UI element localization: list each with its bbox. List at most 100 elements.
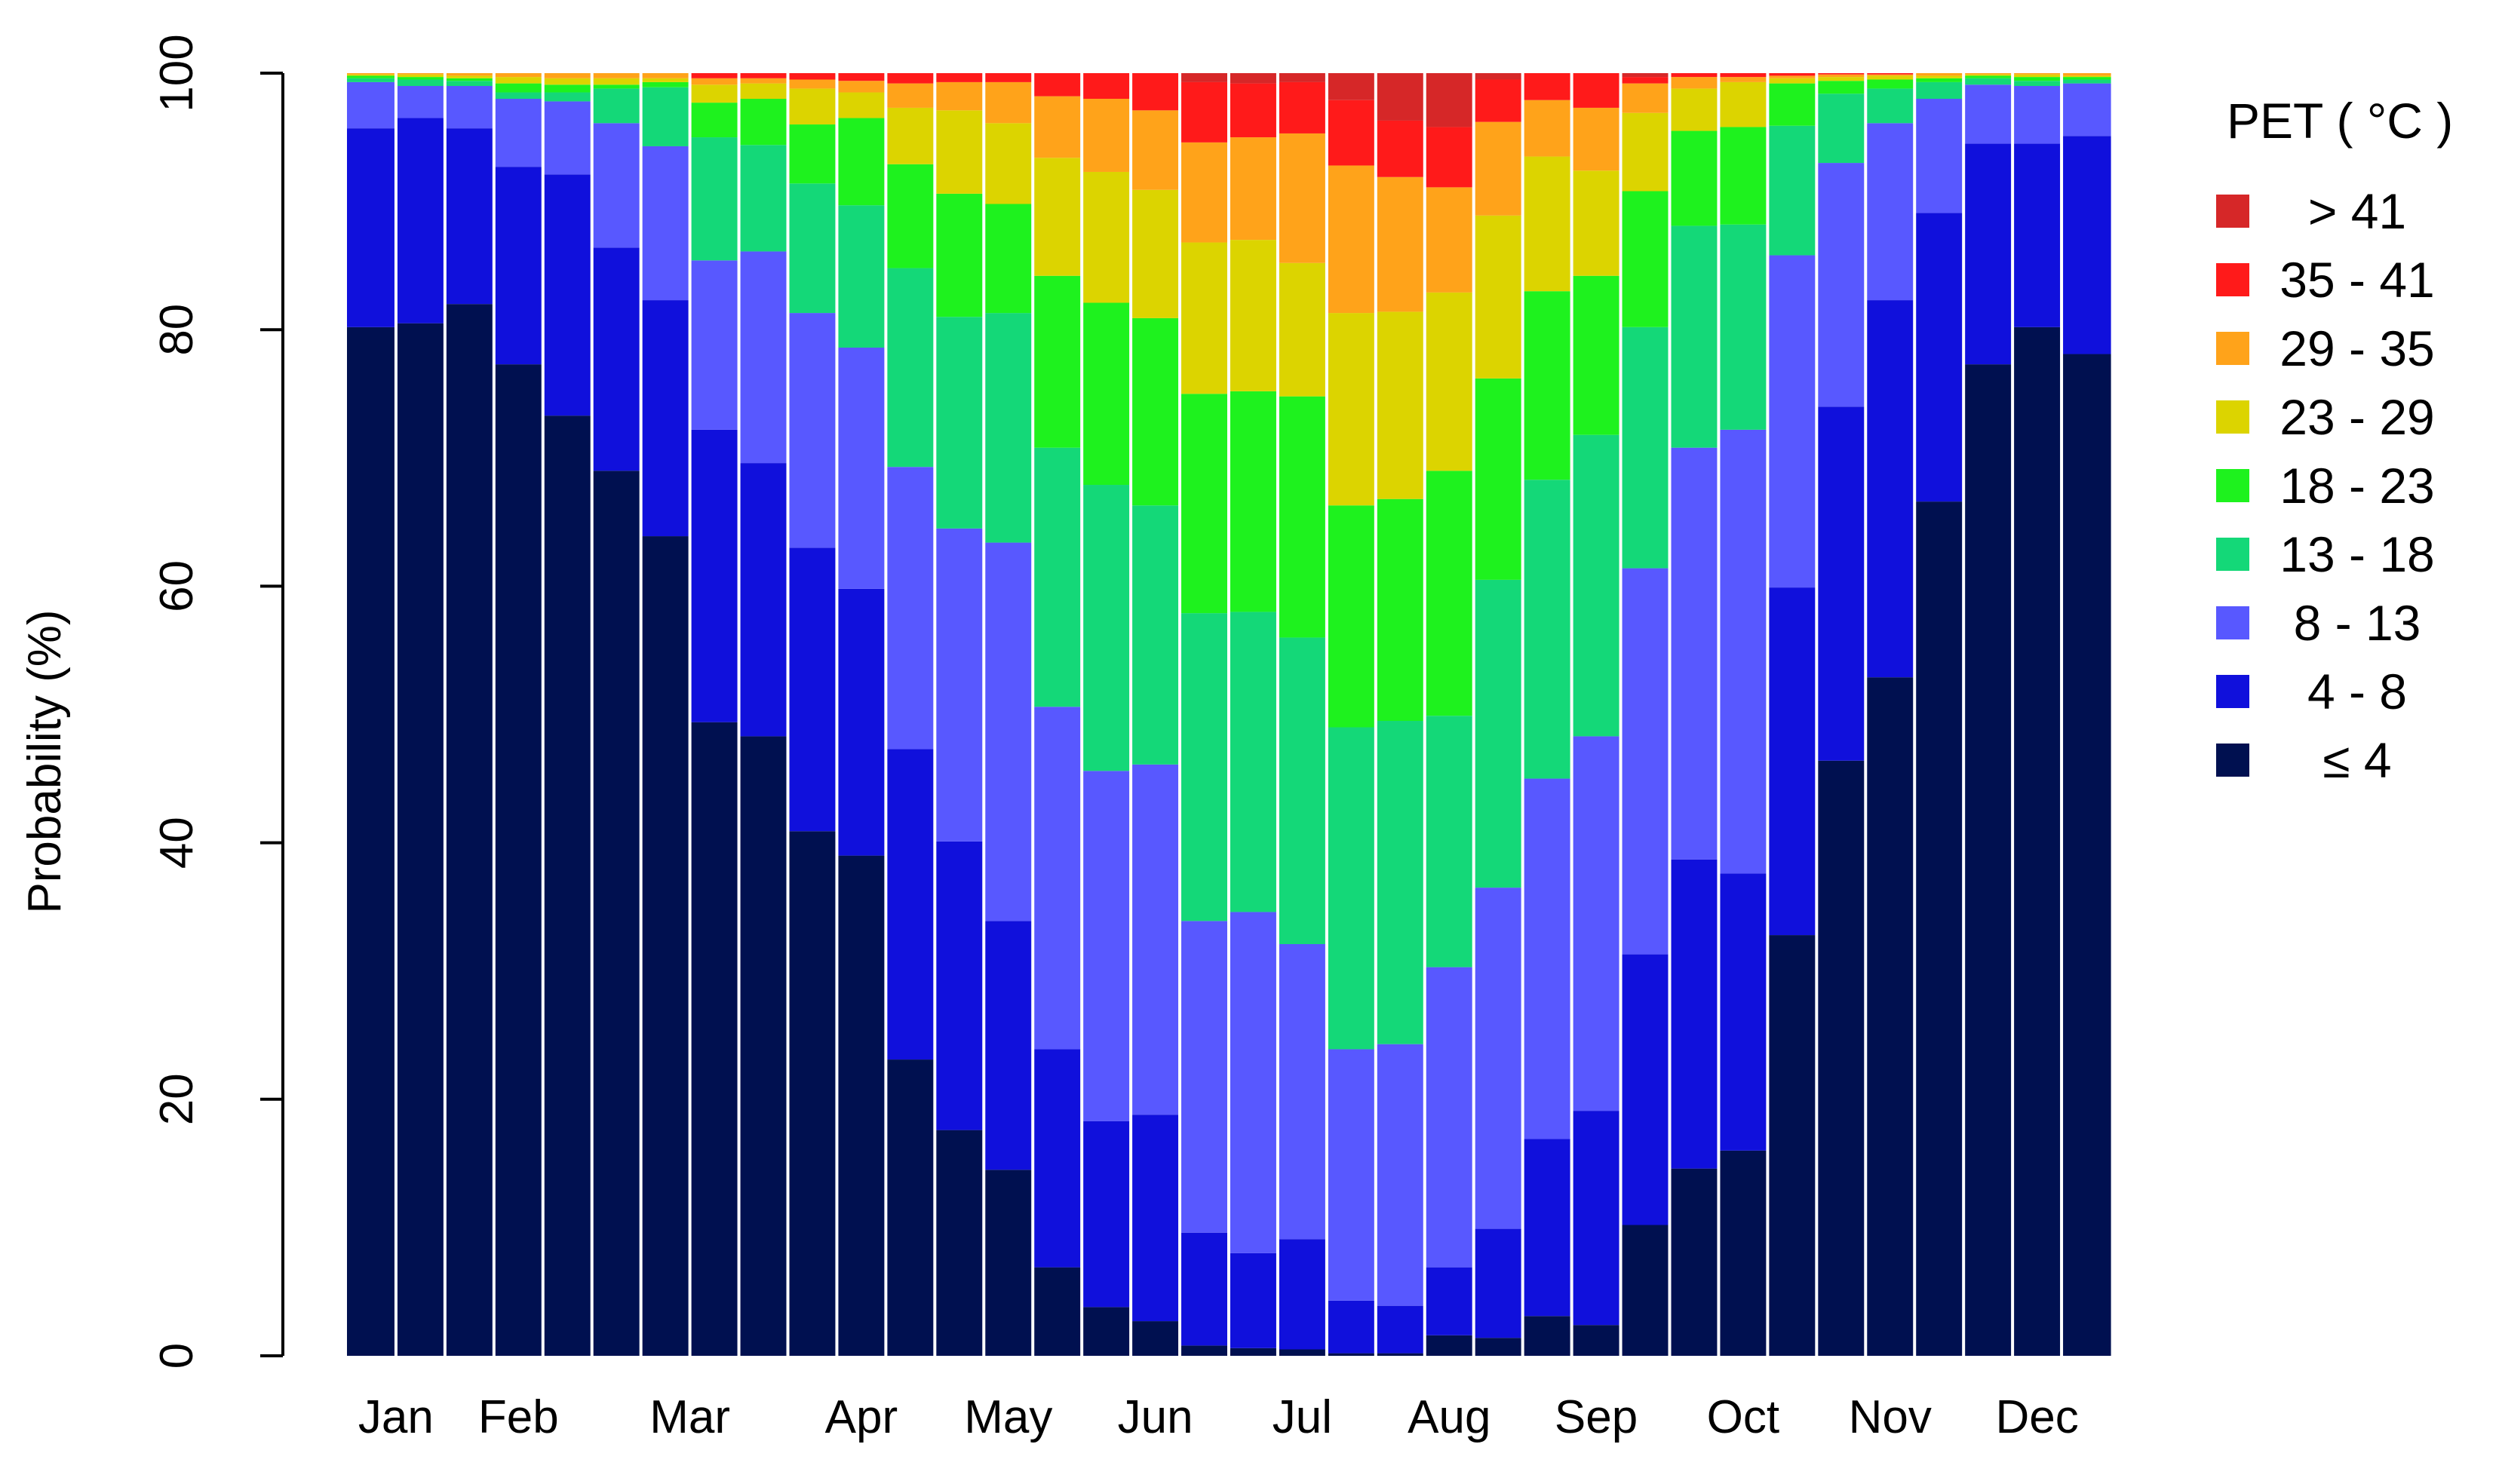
- bar-segment: [1914, 213, 1964, 502]
- bar-segment: [1229, 1348, 1279, 1356]
- x-tick-label-aug: Aug: [1408, 1391, 1490, 1443]
- bar-nov-32: [1914, 73, 1964, 1356]
- bar-segment: [984, 313, 1033, 543]
- bar-segment: [347, 74, 397, 76]
- legend-label: ≤ 4: [2322, 732, 2391, 788]
- bar-segment: [1473, 378, 1524, 580]
- bar-aug-22: [1424, 73, 1475, 1356]
- bar-segment: [787, 183, 838, 314]
- bar-segment: [591, 78, 642, 85]
- bar-dec-35: [2062, 73, 2111, 1356]
- legend-label: 23 - 29: [2279, 389, 2434, 445]
- bar-segment: [1229, 73, 1279, 84]
- bar-segment: [1326, 165, 1377, 314]
- bar-segment: [1326, 1300, 1377, 1354]
- bar-segment: [493, 99, 544, 167]
- bar-mar-6: [640, 73, 691, 1356]
- bar-segment: [837, 81, 886, 93]
- bar-segment: [1865, 79, 1915, 89]
- bar-segment: [1669, 859, 1720, 1169]
- bar-segment: [1473, 79, 1524, 122]
- bar-segment: [935, 193, 984, 317]
- bar-segment: [444, 86, 495, 129]
- bar-segment: [886, 164, 935, 268]
- bar-segment: [1620, 568, 1671, 955]
- bar-segment: [1375, 721, 1426, 1044]
- bar-segment: [1718, 81, 1768, 127]
- bar-segment: [1816, 163, 1866, 407]
- bar-segment: [787, 547, 838, 832]
- bar-segment: [395, 86, 446, 118]
- legend-swatch: [2216, 469, 2249, 502]
- bar-dec-34: [2012, 73, 2062, 1356]
- bar-segment: [1180, 613, 1230, 921]
- bar-segment: [1277, 133, 1328, 263]
- bar-segment: [1669, 447, 1720, 860]
- bar-segment: [640, 81, 691, 87]
- bar-segment: [1571, 1111, 1622, 1326]
- bar-segment: [1914, 75, 1964, 78]
- bar-segment: [1082, 771, 1131, 1121]
- bar-segment: [1963, 75, 2013, 78]
- bar-segment: [1620, 73, 1671, 78]
- bar-segment: [935, 841, 984, 1130]
- bar-segment: [1865, 74, 1915, 76]
- bar-segment: [444, 73, 495, 76]
- bar-segment: [1865, 123, 1915, 301]
- bar-segment: [935, 317, 984, 529]
- bar-segment: [444, 75, 495, 78]
- bar-segment: [1131, 764, 1180, 1115]
- bar-segment: [984, 1170, 1033, 1356]
- bar-segment: [984, 73, 1033, 82]
- bar-segment: [395, 77, 446, 80]
- bar-segment: [347, 75, 397, 78]
- bar-segment: [1180, 81, 1230, 143]
- bar-segment: [2062, 354, 2111, 1356]
- bar-jul-19: [1277, 73, 1328, 1356]
- bar-segment: [1473, 121, 1524, 216]
- bar-segment: [640, 146, 691, 301]
- bar-segment: [542, 84, 593, 93]
- bar-segment: [1424, 716, 1475, 967]
- bar-segment: [1914, 78, 1964, 82]
- bar-segment: [640, 87, 691, 146]
- bar-segment: [1718, 1150, 1768, 1356]
- bar-segment: [1229, 240, 1279, 391]
- bar-segment: [2012, 81, 2062, 87]
- bar-segment: [886, 268, 935, 468]
- bar-segment: [787, 831, 838, 1356]
- bar-segment: [1229, 83, 1279, 138]
- bar-segment: [1229, 1253, 1279, 1348]
- bar-segment: [1718, 873, 1768, 1151]
- bar-segment: [787, 73, 838, 80]
- bar-segment: [935, 528, 984, 842]
- bar-segment: [1914, 99, 1964, 213]
- bar-segment: [1620, 112, 1671, 192]
- bar-segment: [1718, 224, 1768, 430]
- bar-segment: [837, 118, 886, 206]
- bar-segment: [347, 78, 397, 82]
- x-tick-label-jan: Jan: [358, 1391, 434, 1443]
- bar-segment: [1082, 1307, 1131, 1356]
- bar-segment: [1620, 327, 1671, 569]
- bar-dec-33: [1963, 73, 2013, 1356]
- bar-segment: [2012, 327, 2062, 1356]
- legend-label: 4 - 8: [2307, 664, 2407, 719]
- bar-segment: [1277, 396, 1328, 638]
- bar-feb-4: [542, 73, 593, 1357]
- bar-segment: [1131, 110, 1180, 190]
- bar-segment: [984, 921, 1033, 1170]
- bar-segment: [1963, 364, 2013, 1356]
- bar-segment: [1816, 74, 1866, 78]
- bar-segment: [1131, 505, 1180, 765]
- bar-oct-28: [1718, 73, 1768, 1356]
- bar-segment: [886, 749, 935, 1060]
- bar-segment: [1473, 1338, 1524, 1356]
- bar-segment: [1963, 74, 2013, 76]
- bar-segment: [1082, 171, 1131, 303]
- bar-mar-5: [591, 73, 642, 1356]
- bar-segment: [1571, 434, 1622, 737]
- bar-mar-8: [738, 73, 789, 1356]
- bar-segment: [1424, 73, 1475, 127]
- bar-sep-26: [1620, 73, 1671, 1356]
